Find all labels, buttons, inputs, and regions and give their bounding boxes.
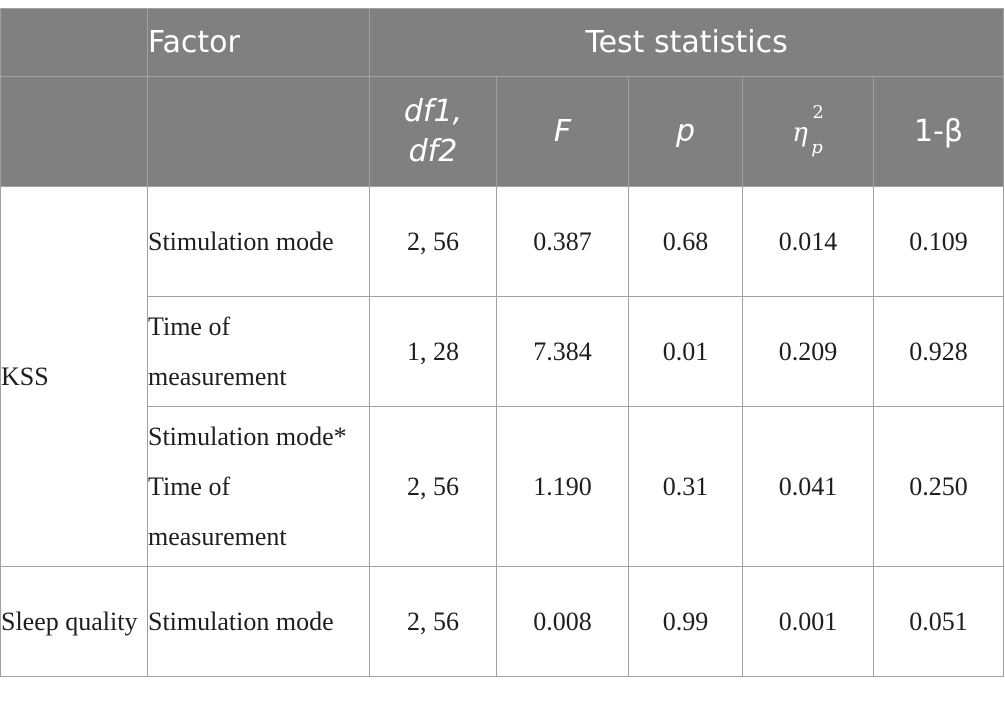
header-empty-cell [147,76,370,187]
header-f: F [496,76,629,187]
table-row: Sleep quality Stimulation mode 2, 56 0.0… [0,566,1005,677]
header-empty-cell [0,76,148,187]
power-cell: 0.928 [872,296,1005,407]
header-df: df1, df2 [369,76,497,187]
header-test-statistics: Test statistics [368,8,1005,77]
f-cell: 0.008 [496,566,629,677]
header-power: 1-β [872,76,1005,187]
header-p: p [628,76,743,187]
df-cell: 2, 56 [369,406,497,567]
eta-cell: 0.041 [742,406,874,567]
table-row: KSS Stimulation mode 2, 56 0.387 0.68 0.… [0,186,1005,567]
header-factor: Factor [147,8,370,77]
factor-cell: Time of measurement [147,296,370,407]
factor-cell: Stimulation mode* Time of measurement [147,406,370,567]
eta-cell: 0.209 [742,296,874,407]
power-cell: 0.109 [872,186,1005,297]
f-cell: 0.387 [496,186,629,297]
p-cell: 0.68 [628,186,743,297]
eta-superscript: 2 [812,102,824,123]
df-cell: 1, 28 [369,296,497,407]
power-cell: 0.051 [872,566,1005,677]
header-row-1: Factor Test statistics [0,8,1005,77]
table-row: Stimulation mode* Time of measurement 2,… [1,406,1005,567]
factor-cell: Stimulation mode [147,186,370,297]
group-label: Sleep quality [0,566,148,677]
eta-letter: η [792,118,808,148]
df-cell: 2, 56 [369,186,497,297]
p-cell: 0.01 [628,296,743,407]
factor-cell: Stimulation mode [147,566,370,677]
f-cell: 7.384 [496,296,629,407]
power-cell: 0.250 [872,406,1005,567]
group-label: KSS [0,186,148,567]
f-cell: 1.190 [496,406,629,567]
eta-cell: 0.001 [742,566,874,677]
p-cell: 0.31 [628,406,743,567]
df-cell: 2, 56 [369,566,497,677]
table-row: Time of measurement 1, 28 7.384 0.01 0.2… [1,296,1005,407]
p-cell: 0.99 [628,566,743,677]
header-df-label: df1, df2 [403,93,463,169]
eta-subscript: p [811,137,823,158]
header-empty-cell [0,8,148,77]
eta-cell: 0.014 [742,186,874,297]
